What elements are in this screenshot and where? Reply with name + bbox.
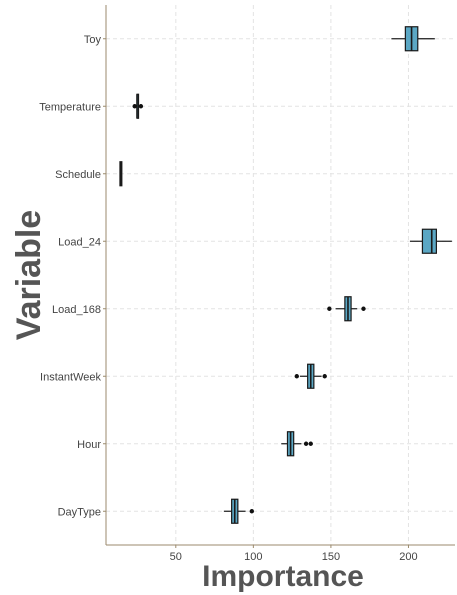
box-daytype bbox=[223, 498, 255, 524]
outlier-point bbox=[132, 104, 137, 109]
x-tick-label: 150 bbox=[322, 551, 340, 563]
box-load_168 bbox=[327, 296, 366, 322]
box-hour bbox=[281, 431, 313, 457]
x-tick-label: 200 bbox=[399, 551, 417, 563]
y-tick-label: Temperature bbox=[39, 101, 101, 113]
y-tick-label: Hour bbox=[77, 439, 101, 451]
box-instantweek bbox=[294, 363, 327, 389]
box-load_24 bbox=[410, 228, 452, 254]
x-tick-label: 50 bbox=[170, 551, 182, 563]
y-tick-label: Load_24 bbox=[58, 236, 101, 248]
outlier-point bbox=[308, 441, 313, 446]
x-axis-title: Importance bbox=[202, 560, 364, 593]
box-body bbox=[421, 228, 437, 254]
box-temperature bbox=[132, 93, 144, 119]
outlier-point bbox=[303, 441, 309, 446]
outlier-point bbox=[138, 104, 144, 109]
outlier-point bbox=[361, 306, 366, 311]
box-schedule bbox=[119, 161, 123, 187]
outlier-point bbox=[322, 374, 327, 379]
outlier-point bbox=[249, 509, 255, 514]
x-tick-label: 100 bbox=[244, 551, 262, 563]
y-tick-label: Load_168 bbox=[52, 304, 101, 316]
box-toy bbox=[391, 26, 435, 52]
box-series bbox=[119, 26, 452, 524]
outlier-point bbox=[294, 374, 299, 379]
y-axis-title: Variable bbox=[10, 210, 48, 340]
y-tick-label: DayType bbox=[58, 506, 101, 518]
y-tick-label: InstantWeek bbox=[40, 371, 101, 383]
outlier-point bbox=[327, 306, 332, 311]
y-tick-label: Schedule bbox=[55, 169, 101, 181]
axes: Toy Temperature Schedule Load_24 Load_168 Ins… bbox=[39, 5, 455, 563]
y-tick-label: Toy bbox=[84, 34, 102, 46]
